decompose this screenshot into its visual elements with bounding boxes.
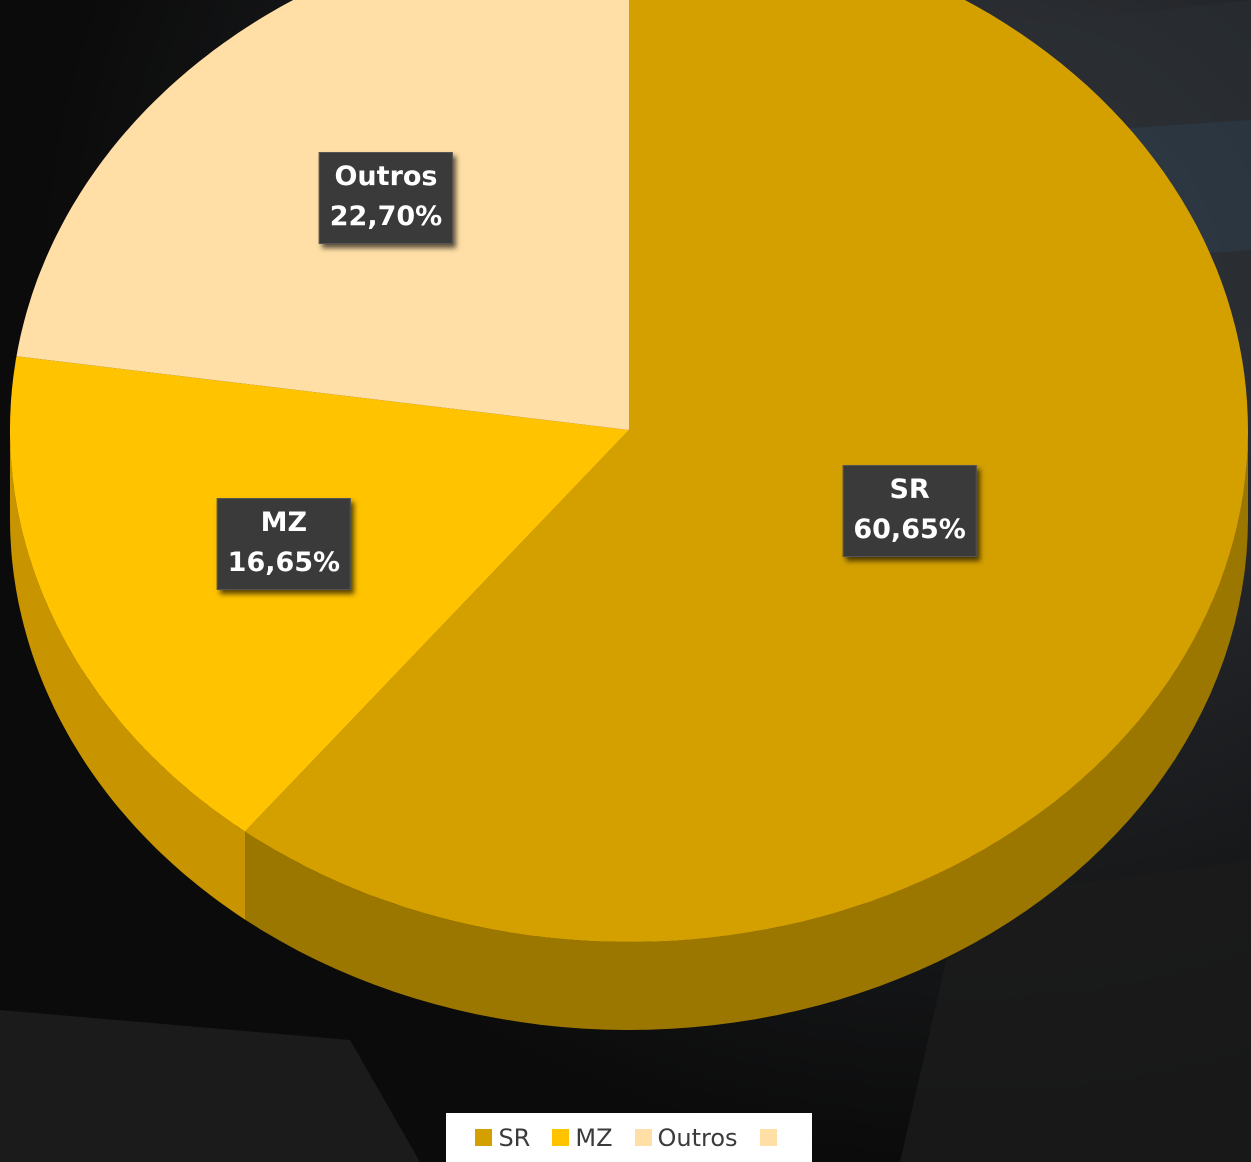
legend-label: SR [498, 1123, 531, 1152]
legend-label: MZ [575, 1123, 613, 1152]
data-label-sr: SR 60,65% [842, 464, 977, 557]
legend-entry: Outros [634, 1123, 738, 1152]
data-label-value: 22,70% [329, 200, 443, 232]
data-label-outros: Outros 22,70% [318, 151, 454, 244]
pie-side-mz [10, 430, 245, 920]
pie-side-walls [10, 430, 1248, 1030]
pie-side-sr [245, 430, 1248, 1030]
data-label-mz: MZ 16,65% [216, 497, 352, 590]
data-label-value: 60,65% [853, 513, 966, 545]
data-label-category: SR [889, 473, 930, 505]
data-label-category: MZ [260, 506, 308, 538]
legend: SR MZ Outros [446, 1113, 812, 1162]
legend-swatch [552, 1129, 570, 1146]
legend-swatch [634, 1129, 652, 1146]
pie-slice-sr [245, 0, 1248, 942]
legend-label: Outros [657, 1123, 738, 1152]
pie-slice-mz [10, 356, 629, 832]
data-label-category: Outros [334, 160, 438, 192]
legend-entry [759, 1129, 783, 1146]
legend-entry: SR [475, 1124, 530, 1152]
data-label-value: 16,65% [227, 546, 341, 578]
legend-swatch [475, 1129, 493, 1146]
legend-swatch [759, 1129, 777, 1146]
legend-entry: MZ [552, 1123, 613, 1152]
pie-top-faces [10, 0, 1248, 942]
